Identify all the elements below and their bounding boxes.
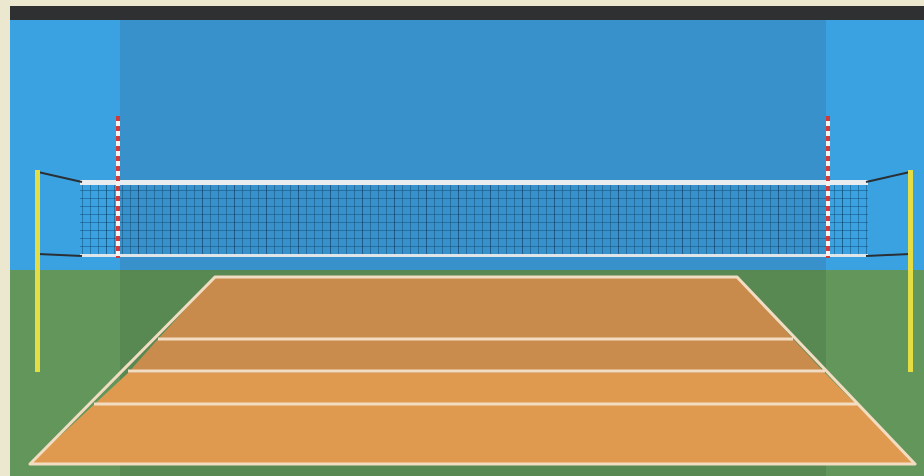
antenna-left <box>116 116 120 258</box>
net-bottom-band <box>80 254 868 257</box>
antenna-right <box>826 116 830 258</box>
court-far-zone <box>158 277 793 339</box>
post-left <box>35 170 40 372</box>
court-attack-zone <box>128 339 825 373</box>
game-viewport[interactable] <box>10 6 924 476</box>
court-near-zone <box>30 373 915 464</box>
top-bar <box>10 6 924 20</box>
post-right <box>908 170 913 372</box>
volleyball-scene <box>10 6 924 476</box>
net-mesh-major <box>80 184 868 256</box>
net-top-band <box>80 180 868 185</box>
